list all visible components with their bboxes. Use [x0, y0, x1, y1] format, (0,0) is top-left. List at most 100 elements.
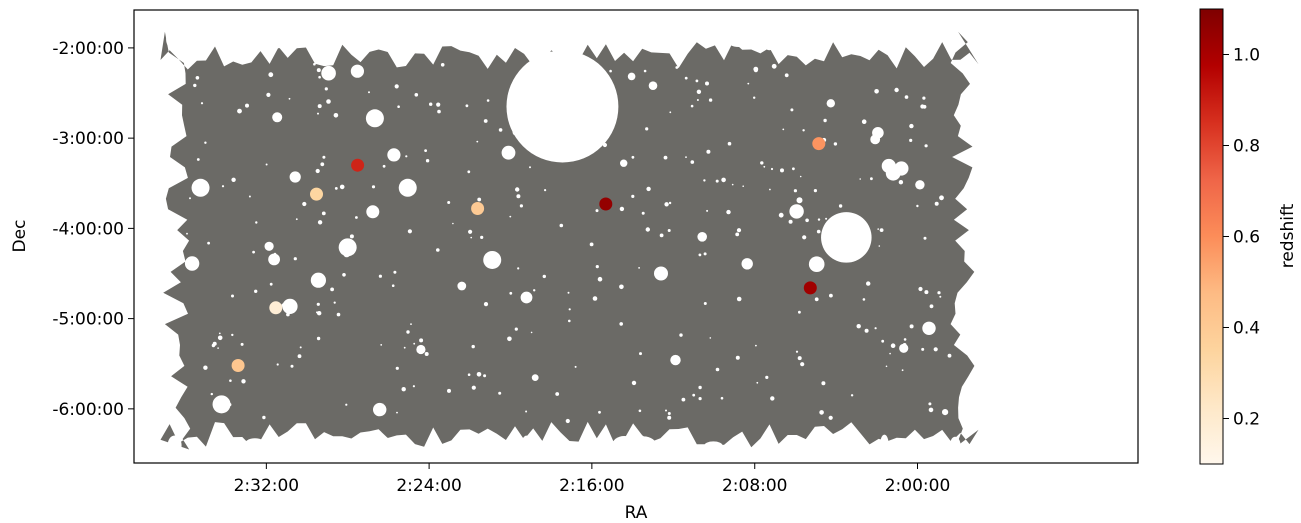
- masked-region: [881, 339, 885, 343]
- masked-region: [394, 84, 399, 89]
- masked-region: [193, 83, 197, 88]
- masked-region: [457, 281, 467, 291]
- masked-region: [782, 128, 785, 131]
- x-tick-label: 2:00:00: [885, 476, 951, 496]
- masked-region: [631, 380, 637, 386]
- masked-region: [753, 68, 759, 73]
- masked-region: [483, 374, 487, 378]
- edge-notch: [243, 438, 267, 453]
- colorbar-tick-label: 1.0: [1233, 46, 1260, 66]
- masked-region: [200, 102, 204, 105]
- masked-region: [741, 258, 753, 270]
- masked-region: [805, 218, 809, 223]
- masked-region: [928, 402, 932, 406]
- masked-region: [302, 201, 307, 207]
- masked-region: [468, 229, 473, 234]
- masked-region: [231, 333, 234, 337]
- masked-region: [933, 347, 938, 352]
- masked-region: [425, 159, 430, 163]
- masked-region: [184, 256, 200, 271]
- masked-region: [654, 266, 668, 281]
- masked-region: [195, 76, 200, 80]
- masked-region: [690, 104, 694, 108]
- masked-region: [559, 223, 564, 228]
- masked-region: [874, 327, 877, 330]
- masked-region: [620, 159, 628, 167]
- masked-region: [211, 343, 216, 348]
- masked-region: [609, 69, 612, 73]
- masked-region: [663, 155, 668, 160]
- masked-region: [878, 245, 881, 247]
- masked-region: [342, 273, 346, 277]
- masked-region: [698, 397, 702, 401]
- masked-region: [316, 302, 320, 306]
- masked-region: [509, 215, 512, 218]
- masked-region: [646, 186, 651, 192]
- masked-region: [708, 98, 713, 102]
- masked-region: [796, 197, 803, 204]
- x-axis-label: RA: [625, 503, 648, 523]
- masked-region: [525, 410, 528, 413]
- masked-region: [780, 168, 784, 173]
- masked-region: [336, 312, 341, 317]
- masked-region: [349, 234, 354, 239]
- masked-region: [424, 149, 427, 153]
- masked-region: [797, 356, 802, 361]
- edge-notch: [928, 35, 944, 44]
- masked-region: [698, 253, 702, 257]
- data-point: [812, 137, 826, 151]
- masked-region: [667, 412, 671, 415]
- masked-region: [483, 119, 488, 123]
- masked-region: [447, 201, 451, 204]
- colorbar-tick-label: 0.2: [1233, 410, 1260, 430]
- masked-region: [659, 233, 664, 238]
- masked-region: [664, 202, 669, 207]
- masked-region: [817, 218, 821, 221]
- masked-region: [813, 189, 818, 193]
- masked-region: [709, 337, 712, 339]
- masked-region: [692, 393, 696, 397]
- masked-region: [909, 123, 914, 129]
- masked-region: [929, 304, 934, 309]
- masked-region: [859, 178, 861, 180]
- masked-region: [407, 229, 412, 234]
- masked-region: [901, 369, 904, 372]
- masked-region: [684, 76, 688, 80]
- masked-region: [483, 302, 489, 307]
- edge-notch: [612, 436, 637, 455]
- edge-notch: [623, 34, 641, 45]
- edge-notch: [166, 29, 184, 50]
- masked-region: [406, 330, 410, 334]
- plot-frame: [133, 9, 1139, 464]
- masked-region: [823, 118, 827, 123]
- masked-region: [685, 156, 687, 159]
- masked-region: [476, 140, 479, 143]
- masked-region: [770, 167, 774, 171]
- masked-region: [529, 166, 531, 169]
- masked-region: [414, 93, 419, 97]
- masked-region: [939, 295, 942, 298]
- masked-region: [269, 282, 273, 286]
- masked-region: [928, 407, 934, 413]
- masked-region: [501, 145, 516, 160]
- bright-star-mask: [483, 250, 502, 269]
- masked-region: [288, 302, 293, 308]
- masked-region: [401, 387, 406, 392]
- masked-region: [670, 354, 681, 366]
- edge-notch: [891, 441, 907, 450]
- masked-region: [816, 229, 821, 234]
- masked-region: [790, 108, 794, 112]
- masked-region: [517, 267, 520, 270]
- edge-notch: [218, 32, 227, 48]
- y-tick-label: -5:00:00: [52, 310, 124, 330]
- masked-region: [850, 394, 854, 397]
- masked-region: [889, 352, 891, 355]
- masked-region: [721, 177, 726, 183]
- data-point: [599, 197, 613, 211]
- masked-region: [870, 177, 873, 181]
- masked-region: [467, 373, 471, 377]
- masked-region: [373, 402, 387, 417]
- masked-region: [207, 241, 211, 245]
- masked-region: [639, 352, 642, 356]
